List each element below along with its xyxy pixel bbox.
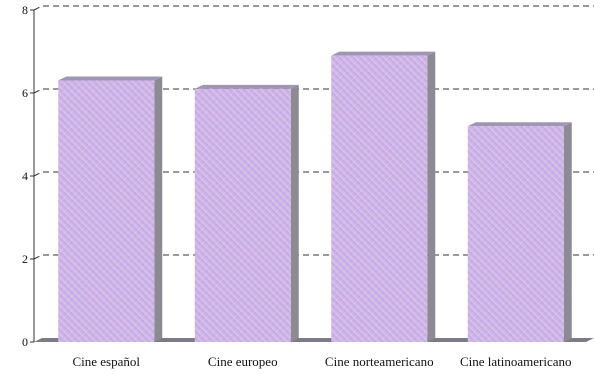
bar-side — [563, 122, 572, 342]
y-tick-labels: 0 2 4 6 8 — [22, 3, 28, 349]
x-tick-label: Cine español — [72, 354, 140, 369]
bar-front — [58, 80, 155, 343]
y-tick-label: 2 — [22, 252, 28, 266]
gridlines — [33, 5, 594, 260]
bar-front — [331, 55, 428, 343]
bar-front — [194, 88, 291, 342]
x-tick-label: Cine norteamericano — [325, 354, 434, 369]
gridline — [33, 171, 594, 177]
bar — [331, 51, 436, 343]
bar-top — [467, 122, 572, 127]
gridline — [33, 5, 594, 11]
y-tick-label: 4 — [22, 169, 28, 183]
bar-top — [58, 76, 163, 81]
bar — [58, 76, 163, 343]
x-tick-label: Cine europeo — [208, 354, 278, 369]
bar-top — [194, 84, 299, 89]
bar — [194, 84, 299, 342]
chart-floor — [34, 338, 594, 342]
floor-plane — [34, 338, 594, 342]
bar-side — [290, 84, 299, 342]
gridline — [33, 254, 594, 260]
y-tick-label: 8 — [22, 3, 28, 17]
y-axis — [30, 9, 35, 343]
gridline — [33, 88, 594, 94]
y-tick-label: 6 — [22, 86, 28, 100]
bar-side — [427, 51, 436, 343]
bar-top — [331, 51, 436, 56]
x-tick-label: Cine latinoamericano — [460, 354, 572, 369]
bar-front — [467, 126, 564, 342]
x-tick-labels: Cine español Cine europeo Cine norteameric… — [72, 354, 571, 369]
bar — [467, 122, 572, 342]
bar-side — [154, 76, 163, 343]
y-tick-label: 0 — [22, 335, 28, 349]
bars — [58, 51, 572, 343]
